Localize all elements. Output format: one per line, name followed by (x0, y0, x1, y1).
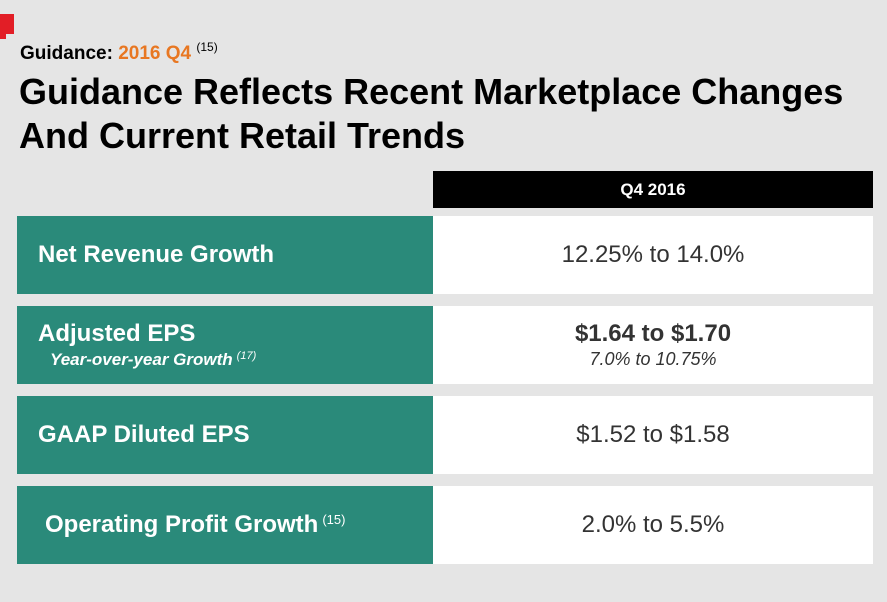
row-value-cell: $1.64 to $1.70 7.0% to 10.75% (433, 306, 873, 384)
row-value: 2.0% to 5.5% (581, 511, 725, 538)
row-label-cell: Net Revenue Growth (17, 216, 433, 294)
row-subvalue: 7.0% to 10.75% (589, 349, 717, 369)
row-label: GAAP Diluted EPS (38, 421, 250, 448)
row-sublabel: Year-over-year Growth (17) (38, 350, 433, 370)
column-header-q4-2016: Q4 2016 (433, 171, 873, 208)
row-value: 12.25% to 14.0% (561, 241, 745, 268)
guidance-subtitle: Guidance: 2016 Q4 (15) (20, 40, 218, 65)
row-value: $1.52 to $1.58 (576, 421, 730, 448)
table-row-net-revenue-growth: Net Revenue Growth 12.25% to 14.0% (17, 216, 873, 294)
table-row-adjusted-eps: Adjusted EPS Year-over-year Growth (17) $… (17, 306, 873, 384)
row-label-cell: Adjusted EPS Year-over-year Growth (17) (17, 306, 433, 384)
row-label-footnote: (15) (322, 512, 346, 527)
row-sublabel-text: Year-over-year Growth (50, 350, 233, 369)
brand-corner-mark (0, 14, 14, 39)
subtitle-footnote: (15) (196, 40, 218, 54)
subtitle-prefix: Guidance: (20, 43, 113, 64)
table-row-gaap-diluted-eps: GAAP Diluted EPS $1.52 to $1.58 (17, 396, 873, 474)
row-value: $1.64 to $1.70 (574, 320, 732, 347)
row-value-cell: 12.25% to 14.0% (433, 216, 873, 294)
row-label-cell: GAAP Diluted EPS (17, 396, 433, 474)
row-sublabel-footnote: (17) (236, 350, 257, 362)
row-label: Adjusted EPS (38, 320, 196, 347)
subtitle-period: 2016 Q4 (118, 43, 192, 64)
row-value-cell: 2.0% to 5.5% (433, 486, 873, 564)
row-value-cell: $1.52 to $1.58 (433, 396, 873, 474)
row-label-with-footnote: Operating Profit Growth (15) (45, 511, 433, 539)
row-label: Net Revenue Growth (38, 241, 275, 268)
row-label: Operating Profit Growth (45, 511, 319, 538)
row-label-cell: Operating Profit Growth (15) (17, 486, 433, 564)
page-title: Guidance Reflects Recent Marketplace Cha… (19, 71, 844, 156)
table-row-operating-profit-growth: Operating Profit Growth (15) 2.0% to 5.5% (17, 486, 873, 564)
